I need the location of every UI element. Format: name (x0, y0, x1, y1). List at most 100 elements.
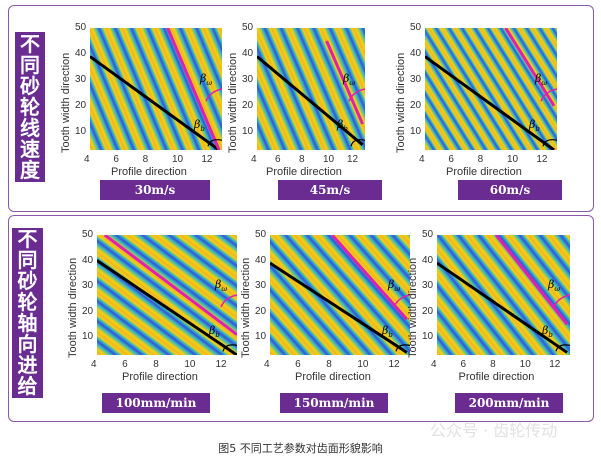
beta-symbol: β (388, 278, 395, 292)
y-tick-label: 10 (82, 331, 94, 343)
y-tick-label: 50 (255, 229, 267, 240)
x-tick-label: 6 (448, 154, 454, 165)
y-tick-label: 50 (75, 22, 87, 33)
row-label-char: 同 (17, 248, 38, 272)
y-tick-label: 50 (422, 229, 434, 240)
black-reference-line (90, 55, 220, 150)
y-tick-label: 30 (242, 73, 254, 85)
black-reference-line (437, 261, 568, 354)
beta-b-label: βb (542, 324, 553, 339)
plot-overlay (270, 235, 410, 354)
row-label-char: 轴 (17, 311, 38, 335)
y-tick-label: 40 (410, 47, 422, 59)
condition-label: 60m/s (458, 180, 562, 200)
x-tick-label: 6 (275, 154, 281, 165)
x-tick-label: 4 (264, 359, 270, 370)
row-label-char: 速 (20, 136, 40, 161)
plot-overlay (425, 28, 557, 150)
angle-arrow-w (540, 88, 557, 102)
x-tick-label: 12 (347, 154, 359, 165)
beta-subscript: b (548, 330, 553, 339)
x-tick-label: 4 (91, 359, 97, 370)
beta-subscript: ω (206, 79, 213, 88)
beta-symbol: β (343, 71, 350, 85)
beta-symbol: β (382, 323, 389, 337)
beta-subscript: ω (394, 285, 401, 294)
beta-subscript: b (215, 330, 220, 339)
beta-b-label: βb (382, 324, 393, 339)
beta-subscript: b (535, 125, 540, 134)
angle-arrow-w (553, 294, 570, 308)
row-label-char: 砂 (20, 73, 40, 98)
beta-subscript: ω (349, 79, 356, 88)
row-label-char: 向 (17, 332, 38, 356)
x-tick-label: 12 (215, 359, 227, 370)
row-label-char: 砂 (17, 269, 38, 293)
x-tick-label: 4 (431, 359, 437, 370)
x-tick-label: 4 (84, 154, 90, 165)
y-tick-label: 40 (242, 47, 254, 59)
y-tick-label: 50 (410, 22, 422, 33)
beta-b-label: βb (194, 118, 205, 133)
angle-arrow-b (207, 139, 222, 147)
row-label-char: 线 (20, 115, 40, 140)
beta-subscript: ω (221, 285, 228, 294)
x-tick-label: 4 (251, 154, 257, 165)
row-label-char: 轮 (20, 94, 40, 119)
row-label-axial-feed: 不同砂轮轴向进给 (12, 228, 43, 398)
x-tick-label: 8 (477, 154, 484, 165)
magenta-texture-line (504, 28, 556, 107)
surface-heatmap (437, 235, 570, 355)
beta-b-label: βb (529, 118, 540, 133)
figure-caption: 图5 不同工艺参数对齿面形貌影响 (218, 442, 383, 455)
beta-symbol: β (209, 323, 216, 337)
x-axis-label: Profile direction (295, 371, 371, 383)
angle-arrow-b (555, 344, 570, 352)
y-tick-label: 20 (242, 99, 254, 111)
beta-subscript: b (388, 330, 393, 339)
x-tick-label: 8 (326, 359, 332, 370)
plot-overlay (257, 40, 365, 147)
condition-label: 150mm/min (280, 393, 388, 413)
angle-arrow-b (350, 139, 365, 147)
y-axis-label: Tooth width direction (60, 52, 72, 153)
beta-symbol: β (200, 71, 207, 85)
y-tick-label: 30 (75, 73, 87, 85)
x-tick-label: 12 (549, 359, 561, 370)
x-axis-label: Profile direction (122, 371, 198, 383)
row-label-char: 不 (20, 31, 40, 56)
beta-subscript: ω (541, 79, 548, 88)
beta-b-label: βb (209, 324, 220, 339)
y-tick-label: 10 (422, 331, 434, 343)
angle-arrow-w (348, 88, 365, 102)
row-label-char: 进 (17, 353, 38, 377)
plot-overlay (437, 235, 570, 354)
y-tick-label: 10 (75, 125, 87, 137)
x-tick-label: 8 (153, 359, 159, 370)
surface-heatmap (97, 235, 237, 355)
row-label-char: 度 (20, 157, 40, 182)
x-tick-label: 8 (299, 154, 305, 165)
y-tick-label: 30 (82, 280, 94, 292)
angle-arrow-w (393, 294, 410, 308)
plot-overlay (97, 235, 237, 355)
row-label-char: 同 (20, 52, 40, 77)
x-tick-label: 10 (184, 359, 196, 370)
x-tick-label: 10 (172, 154, 184, 165)
x-axis-label: Profile direction (266, 166, 342, 178)
beta-w-label: βω (215, 278, 227, 293)
x-tick-label: 12 (388, 359, 400, 370)
x-tick-label: 10 (357, 359, 369, 370)
x-tick-label: 10 (323, 154, 335, 165)
y-tick-label: 50 (242, 22, 254, 33)
x-axis-label: Profile direction (458, 371, 535, 383)
y-tick-label: 40 (255, 254, 267, 266)
x-tick-label: 12 (536, 154, 548, 165)
beta-subscript: ω (554, 285, 561, 294)
condition-label: 30m/s (100, 180, 210, 200)
surface-heatmap (257, 28, 365, 150)
condition-label: 45m/s (278, 180, 382, 200)
y-tick-label: 40 (82, 254, 94, 266)
x-axis-label: Profile direction (446, 166, 522, 178)
